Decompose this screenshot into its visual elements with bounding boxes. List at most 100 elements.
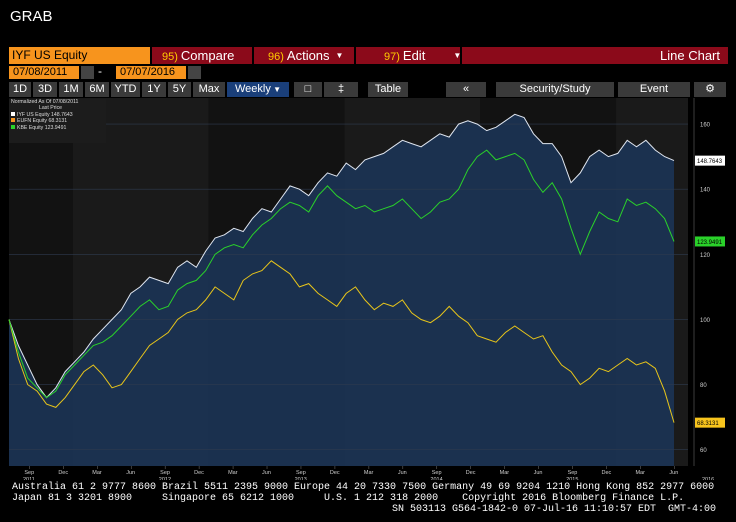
caret-down-icon: ▼	[270, 85, 281, 94]
period-button-ytd-label: YTD	[114, 83, 137, 95]
calendar-icon[interactable]	[81, 66, 94, 79]
x-year-label: 2012	[159, 477, 171, 480]
chart-type-label: Line Chart	[462, 47, 728, 64]
footer-serial: SN 503113 G564-1842-0 07-Jul-16 11:10:57…	[392, 504, 717, 515]
x-month-label: Sep	[296, 470, 306, 476]
legend-item: IYF US Equity 148.7643	[9, 111, 106, 118]
period-button-3d-label: 3D	[37, 83, 53, 95]
y-tick-label: 140	[700, 188, 711, 194]
last-value-box	[695, 155, 725, 166]
collapse-icon-label: «	[462, 83, 470, 95]
x-month-label: Sep	[24, 470, 34, 476]
x-month-label: Mar	[92, 470, 102, 476]
start-date-input[interactable]: 07/08/2011	[9, 66, 79, 79]
frequency-select-label: Weekly	[234, 83, 271, 95]
caret-down-icon: ▼	[335, 51, 344, 60]
x-month-label: Dec	[58, 470, 68, 476]
calendar-icon[interactable]	[188, 66, 201, 79]
x-month-label: Dec	[466, 470, 476, 476]
x-year-label: 2015	[566, 477, 578, 480]
period-button-max-label: Max	[198, 83, 220, 95]
footer-contacts-line1: Australia 61 2 9777 8600 Brazil 5511 239…	[12, 482, 715, 493]
caret-down-icon: ▼	[453, 51, 462, 60]
period-button-6m[interactable]: 6M	[85, 82, 109, 97]
x-month-label: Dec	[602, 470, 612, 476]
x-month-label: Sep	[432, 470, 442, 476]
period-button-1y-label: 1Y	[147, 83, 161, 95]
security-study-button-label: Security/Study	[519, 83, 591, 95]
legend-swatch	[11, 118, 15, 123]
title-bar	[0, 0, 736, 44]
end-date-input[interactable]: 07/07/2016	[116, 66, 186, 79]
chart-style-icon[interactable]: □	[294, 82, 322, 97]
edit-shortcut: 97)	[384, 51, 400, 63]
last-value-label: 68.3131	[697, 421, 719, 427]
x-month-label: Dec	[194, 470, 204, 476]
settings-icon[interactable]: ⚙	[694, 82, 726, 97]
period-button-ytd[interactable]: YTD	[111, 82, 140, 97]
crosshair-icon[interactable]: ‡	[324, 82, 358, 97]
legend-swatch	[11, 111, 15, 116]
period-button-1d-label: 1D	[12, 83, 28, 95]
edit-button[interactable]: 97) Edit ▼	[356, 47, 462, 64]
table-button[interactable]: Table	[368, 82, 408, 97]
x-month-label: Jun	[669, 470, 678, 476]
period-button-1y[interactable]: 1Y	[142, 82, 166, 97]
x-month-label: Jun	[398, 470, 407, 476]
x-month-label: Mar	[364, 470, 374, 476]
edit-label: Edit	[402, 48, 426, 63]
legend-item-name: KBE Equity	[17, 124, 44, 131]
last-value-label: 148.7643	[697, 159, 723, 165]
x-year-label: 2013	[295, 477, 307, 480]
period-button-5y[interactable]: 5Y	[168, 82, 191, 97]
actions-shortcut: 96)	[268, 51, 284, 63]
series-line-0	[8, 113, 675, 399]
footer-contacts-line2: Japan 81 3 3201 8900 Singapore 65 6212 1…	[12, 493, 685, 504]
legend-item-name: IYF US Equity	[17, 111, 50, 118]
frequency-select[interactable]: Weekly ▼	[227, 82, 289, 97]
legend-swatch	[11, 124, 15, 129]
period-button-5y-label: 5Y	[172, 83, 187, 95]
x-month-label: Jun	[262, 470, 271, 476]
x-year-label: 2016	[702, 477, 714, 480]
series-line-1	[8, 260, 675, 423]
legend-subheader: Last Price	[39, 105, 63, 112]
x-month-label: Jun	[126, 470, 135, 476]
last-value-label: 123.9491	[697, 240, 723, 246]
x-year-label: 2014	[430, 477, 442, 480]
iyf-area	[9, 114, 674, 467]
x-month-label: Sep	[160, 470, 170, 476]
actions-button[interactable]: 96) Actions ▼	[254, 47, 354, 64]
table-button-label: Table	[374, 83, 402, 95]
chart-legend: Normalized As Of 07/08/2011 Last Price I…	[9, 99, 106, 143]
series-line-2	[8, 149, 675, 399]
x-year-label: 2011	[23, 477, 35, 480]
collapse-icon[interactable]: «	[446, 82, 486, 97]
x-month-label: Mar	[500, 470, 510, 476]
x-month-label: Jun	[534, 470, 543, 476]
period-button-3d[interactable]: 3D	[33, 82, 57, 97]
period-button-1d[interactable]: 1D	[9, 82, 31, 97]
event-button[interactable]: Event	[618, 82, 690, 97]
legend-item: EUFN Equity 68.3131	[9, 118, 106, 124]
compare-button[interactable]: 95) Compare	[152, 47, 252, 64]
x-month-label: Mar	[228, 470, 238, 476]
legend-item-value: 148.7643	[51, 111, 73, 118]
period-button-1m[interactable]: 1M	[59, 82, 83, 97]
last-value-box	[695, 236, 725, 247]
legend-item-value: 123.9491	[44, 124, 67, 131]
settings-icon-label: ⚙	[705, 83, 715, 95]
compare-shortcut: 95)	[162, 51, 178, 63]
line-chart: 6080100120140160148.7643123.949168.3131S…	[8, 98, 725, 480]
security-study-button[interactable]: Security/Study	[496, 82, 614, 97]
ticker-field[interactable]: IYF US Equity	[9, 47, 150, 64]
x-month-label: Sep	[568, 470, 578, 476]
x-month-label: Mar	[635, 470, 645, 476]
period-button-6m-label: 6M	[89, 83, 105, 95]
legend-item-value: 68.3131	[48, 118, 68, 125]
legend-item-name: EUFN Equity	[17, 118, 47, 125]
y-tick-label: 80	[700, 383, 707, 389]
y-tick-label: 100	[700, 318, 711, 324]
period-button-max[interactable]: Max	[193, 82, 225, 97]
y-tick-label: 160	[700, 123, 711, 129]
